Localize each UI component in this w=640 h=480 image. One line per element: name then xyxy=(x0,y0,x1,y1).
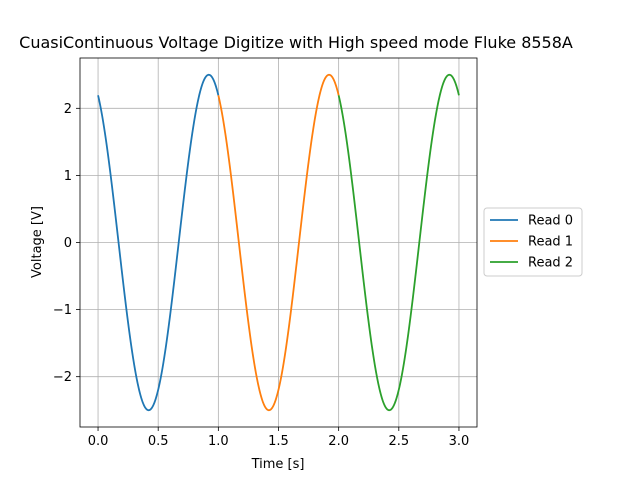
legend-frame xyxy=(483,207,583,277)
legend-entry-label: Read 1 xyxy=(528,235,573,250)
y-axis-label: Voltage [V] xyxy=(30,206,45,278)
x-tick-label: 3.0 xyxy=(449,434,470,449)
y-axis-ticks: −2 −1 0 1 2 xyxy=(53,102,80,385)
grid-lines xyxy=(80,58,477,427)
x-tick-label: 1.5 xyxy=(268,434,289,449)
series-lines xyxy=(97,73,460,412)
x-tick-label: 0.5 xyxy=(148,434,169,449)
x-axis-label: Time [s] xyxy=(251,457,305,472)
y-tick-label: 1 xyxy=(64,169,72,184)
legend-entry-label: Read 0 xyxy=(528,214,573,229)
series-line-0 xyxy=(97,73,220,412)
chart-title: CuasiContinuous Voltage Digitize with Hi… xyxy=(19,33,573,52)
x-tick-label: 1.0 xyxy=(208,434,229,449)
y-tick-label: 0 xyxy=(64,236,72,251)
x-tick-label: 0.0 xyxy=(88,434,109,449)
x-tick-label: 2.5 xyxy=(388,434,409,449)
legend: Read 0 Read 1 Read 2 xyxy=(483,207,583,277)
series-line-1 xyxy=(217,73,340,412)
y-tick-label: 2 xyxy=(64,102,72,117)
series-line-2 xyxy=(337,73,460,412)
x-tick-label: 2.0 xyxy=(328,434,349,449)
legend-entry-label: Read 2 xyxy=(528,256,573,271)
x-axis-ticks: 0.0 0.5 1.0 1.5 2.0 2.5 3.0 xyxy=(88,427,470,449)
y-tick-label: −2 xyxy=(53,370,72,385)
y-tick-label: −1 xyxy=(53,303,72,318)
